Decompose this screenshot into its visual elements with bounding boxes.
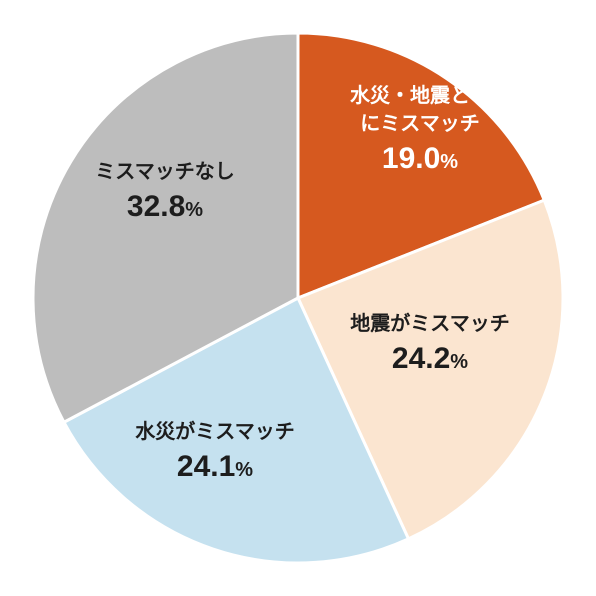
pie-chart-container: 水災・地震ともにミスマッチ19.0%地震がミスマッチ24.2%水災がミスマッチ2… bbox=[0, 0, 596, 596]
pie-chart bbox=[0, 0, 596, 596]
